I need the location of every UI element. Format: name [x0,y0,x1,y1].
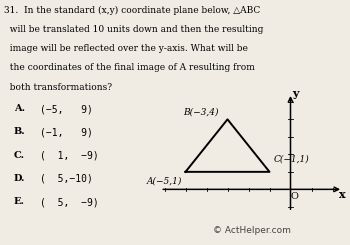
Text: B.: B. [14,127,26,136]
Text: image will be reflected over the y-axis. What will be: image will be reflected over the y-axis.… [4,44,247,53]
Text: 31.  In the standard (x,y) coordinate plane below, △ABC: 31. In the standard (x,y) coordinate pla… [4,6,260,15]
Text: C.: C. [14,151,25,160]
Text: (−1,   9): (−1, 9) [40,127,93,137]
Text: (  5,  −9): ( 5, −9) [40,197,99,207]
Text: © ActHelper.com: © ActHelper.com [213,226,291,235]
Text: will be translated 10 units down and then the resulting: will be translated 10 units down and the… [4,25,263,34]
Text: (  5,−10): ( 5,−10) [40,174,93,184]
Text: y: y [293,88,299,99]
Text: C(−1,1): C(−1,1) [274,154,309,163]
Text: (−5,   9): (−5, 9) [40,104,93,114]
Text: B(−3,4): B(−3,4) [184,108,219,117]
Text: (  1,  −9): ( 1, −9) [40,151,99,161]
Text: both transformations?: both transformations? [4,83,112,92]
Text: A(−5,1): A(−5,1) [147,176,182,185]
Text: x: x [339,189,345,200]
Text: O: O [290,192,298,200]
Text: A.: A. [14,104,25,113]
Text: E.: E. [14,197,25,206]
Text: the coordinates of the final image of A resulting from: the coordinates of the final image of A … [4,63,254,73]
Text: D.: D. [14,174,25,183]
